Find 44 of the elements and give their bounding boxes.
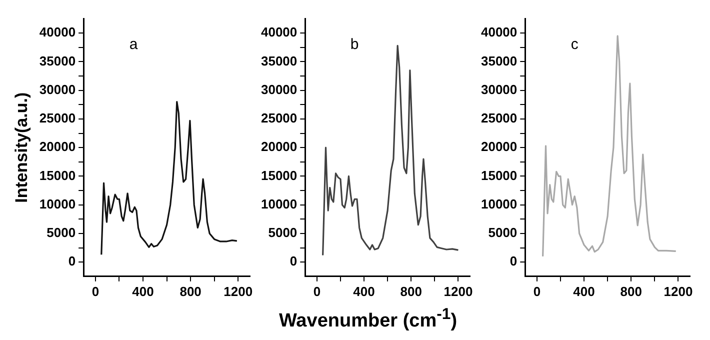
annotation: b (350, 36, 359, 53)
x-tick-label: 0 (533, 284, 541, 299)
y-tick-label: 15000 (260, 168, 298, 183)
y-tick-label: 0 (68, 254, 76, 269)
y-tick-label: 10000 (39, 196, 76, 212)
y-tick-label: 25000 (480, 110, 518, 126)
y-tick-label: 5000 (46, 225, 76, 240)
x-tick-label: 1200 (224, 284, 253, 299)
y-tick-label: 40000 (39, 24, 76, 40)
y-axis-title: Intensity(a.u.) (12, 92, 31, 203)
y-tick-label: 35000 (39, 53, 76, 68)
x-tick-label: 400 (353, 284, 375, 299)
y-tick-label: 0 (290, 254, 298, 269)
x-tick-label: 0 (313, 284, 321, 299)
x-axis-title: Wavenumber (cm$^{-1}$) (278, 306, 458, 332)
x-tick-label: 400 (573, 284, 595, 299)
y-tick-label: 30000 (39, 82, 76, 97)
y-tick-label: 15000 (480, 168, 518, 183)
y-tick-label: 20000 (480, 139, 518, 154)
y-tick-label: 25000 (260, 110, 298, 126)
annotation: c (570, 36, 579, 53)
x-tick-label: 800 (400, 284, 422, 299)
y-tick-label: 5000 (488, 225, 518, 240)
x-tick-label: 1200 (444, 284, 473, 299)
y-tick-label: 25000 (39, 110, 76, 126)
y-tick-label: 30000 (260, 82, 298, 97)
y-tick-label: 35000 (260, 53, 298, 68)
y-tick-label: 40000 (260, 24, 298, 40)
y-tick-label: 30000 (480, 82, 518, 97)
x-tick-label: 0 (92, 284, 100, 299)
y-tick-label: 35000 (480, 53, 518, 68)
y-tick-label: 5000 (268, 225, 298, 240)
x-tick-label: 800 (180, 284, 202, 299)
x-tick-label: 800 (620, 284, 642, 299)
y-tick-label: 20000 (39, 139, 76, 154)
y-tick-label: 10000 (480, 196, 518, 212)
annotation: a (129, 36, 138, 53)
y-tick-label: 0 (510, 254, 518, 269)
y-tick-label: 20000 (260, 139, 298, 154)
x-tick-label: 400 (132, 284, 154, 299)
x-tick-label: 1200 (664, 284, 693, 299)
y-tick-label: 15000 (39, 168, 76, 183)
y-tick-label: 40000 (480, 24, 518, 40)
y-tick-label: 10000 (260, 196, 298, 212)
